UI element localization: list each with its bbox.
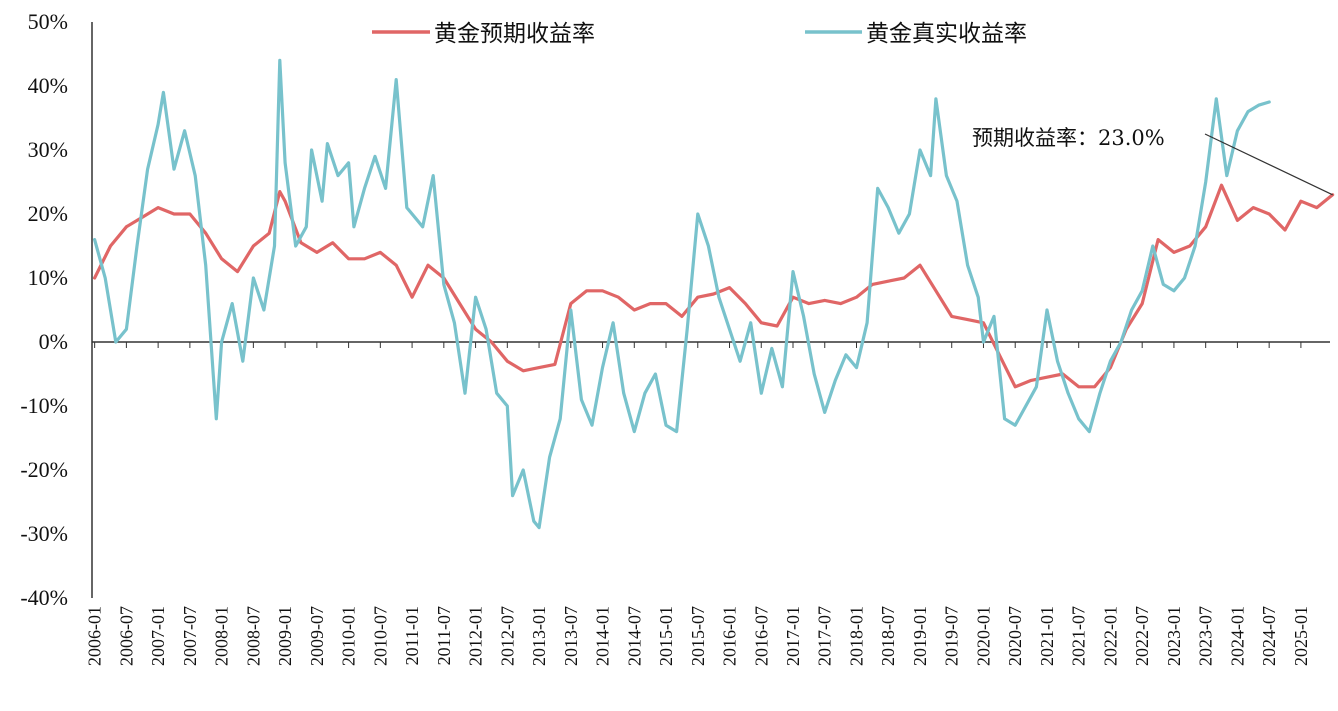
x-tick-label: 2016-01 xyxy=(720,606,740,666)
x-tick-label: 2009-07 xyxy=(307,606,327,666)
x-tick-label: 2023-01 xyxy=(1164,606,1184,666)
y-tick-label: 10% xyxy=(28,265,68,290)
x-tick-label: 2016-07 xyxy=(751,606,771,666)
y-tick-label: -30% xyxy=(20,521,68,546)
x-axis-tick-marks xyxy=(94,342,1302,348)
x-tick-label: 2023-07 xyxy=(1196,606,1216,666)
y-tick-label: 40% xyxy=(28,73,68,98)
x-tick-label: 2008-01 xyxy=(212,606,232,666)
x-tick-label: 2022-01 xyxy=(1100,606,1120,666)
y-tick-label: 30% xyxy=(28,137,68,162)
x-tick-label: 2018-07 xyxy=(878,606,898,666)
y-tick-label: -40% xyxy=(20,585,68,610)
x-tick-label: 2015-07 xyxy=(688,606,708,666)
x-tick-label: 2010-07 xyxy=(370,606,390,666)
y-tick-label: -20% xyxy=(20,457,68,482)
x-tick-label: 2011-07 xyxy=(434,606,454,665)
y-tick-label: -10% xyxy=(20,393,68,418)
series-line-real-return xyxy=(93,58,1271,530)
series-line-expected-return xyxy=(93,183,1335,389)
series-lines xyxy=(93,58,1335,530)
x-tick-label: 2019-07 xyxy=(942,606,962,666)
x-tick-label: 2024-07 xyxy=(1259,606,1279,666)
x-tick-label: 2025-01 xyxy=(1291,606,1311,666)
x-tick-label: 2010-01 xyxy=(339,606,359,666)
x-tick-label: 2014-01 xyxy=(593,606,613,666)
x-tick-label: 2018-01 xyxy=(846,606,866,666)
x-tick-label: 2024-01 xyxy=(1227,606,1247,666)
x-tick-label: 2009-01 xyxy=(275,606,295,666)
x-tick-label: 2022-07 xyxy=(1132,606,1152,666)
legend: 黄金预期收益率 黄金真实收益率 xyxy=(372,21,1027,47)
y-axis-tick-labels: 50% 40% 30% 20% 10% 0% -10% -20% -30% -40% xyxy=(20,9,68,610)
x-axis-tick-labels: 2006-01 2006-07 2007-01 2007-07 2008-01 2008-… xyxy=(85,606,1311,666)
x-tick-label: 2013-01 xyxy=(529,606,549,666)
annotation-leader-line xyxy=(1204,133,1333,196)
x-tick-label: 2020-01 xyxy=(973,606,993,666)
x-tick-label: 2020-07 xyxy=(1005,606,1025,666)
x-tick-label: 2006-01 xyxy=(85,606,105,666)
y-tick-label: 20% xyxy=(28,201,68,226)
x-tick-label: 2015-01 xyxy=(656,606,676,666)
x-tick-label: 2006-07 xyxy=(116,606,136,666)
x-tick-label: 2021-07 xyxy=(1069,606,1089,666)
y-tick-label: 0% xyxy=(39,329,68,354)
annotation: 预期收益率：23.0% xyxy=(972,126,1333,196)
x-tick-label: 2011-01 xyxy=(402,606,422,665)
x-tick-label: 2008-07 xyxy=(243,606,263,666)
x-tick-label: 2014-07 xyxy=(624,606,644,666)
x-tick-label: 2012-07 xyxy=(497,606,517,666)
x-tick-label: 2007-01 xyxy=(148,606,168,666)
annotation-label: 预期收益率：23.0% xyxy=(972,126,1165,150)
x-tick-label: 2017-07 xyxy=(815,606,835,666)
y-tick-label: 50% xyxy=(28,9,68,34)
x-tick-label: 2019-01 xyxy=(910,606,930,666)
x-tick-label: 2007-07 xyxy=(180,606,200,666)
legend-label-expected: 黄金预期收益率 xyxy=(434,21,595,47)
x-tick-label: 2017-01 xyxy=(783,606,803,666)
legend-label-real: 黄金真实收益率 xyxy=(866,21,1027,47)
x-tick-label: 2013-07 xyxy=(561,606,581,666)
x-tick-label: 2012-01 xyxy=(466,606,486,666)
x-tick-label: 2021-01 xyxy=(1037,606,1057,666)
